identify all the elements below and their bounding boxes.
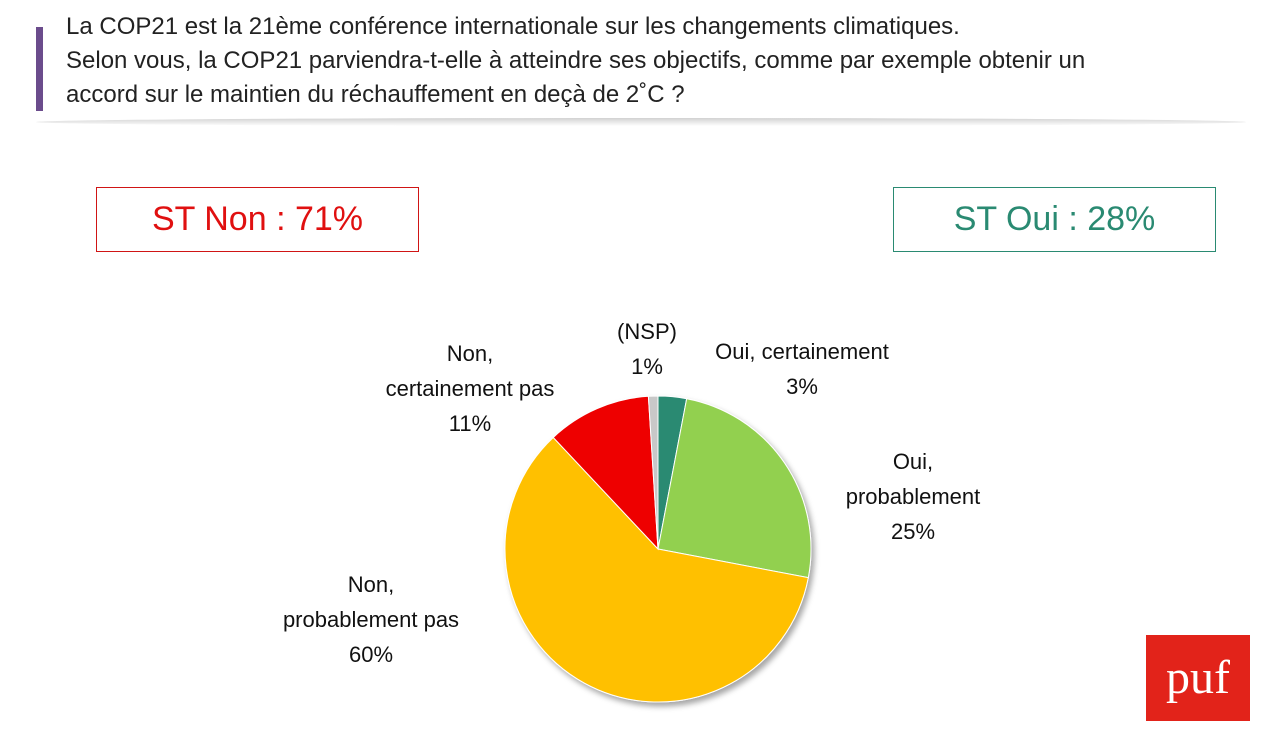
pie-label-oui-certainement: Oui, certainement 3% — [715, 334, 889, 404]
question-line-1: La COP21 est la 21ème conférence interna… — [66, 13, 960, 40]
pie-label-line: 3% — [786, 374, 818, 399]
pie-label-nsp: (NSP) 1% — [617, 314, 677, 384]
header-divider-shadow — [36, 118, 1246, 126]
pie-slice-oui-probablement — [657, 398, 812, 579]
pie-label-line: probablement pas — [282, 607, 460, 632]
pie-label-line: Oui, — [892, 449, 934, 474]
pie-label-non-probablement-pas: Non, probablement pas 60% — [283, 567, 459, 672]
pie-label-oui-probablement: Oui, probablement 25% — [846, 444, 981, 549]
summary-non-box: ST Non : 71% — [96, 187, 419, 252]
pie-slice-nsp — [647, 395, 659, 550]
pie-label-line: 1% — [631, 354, 663, 379]
pie-slice-non-probablement-pas — [504, 436, 809, 703]
pie-label-line: 60% — [348, 642, 394, 667]
pie-label-line: (NSP) — [617, 319, 677, 344]
summary-oui-box: ST Oui : 28% — [893, 187, 1216, 252]
pie-slice-non-certainement-pas — [552, 395, 659, 551]
pie-label-line: Non, — [446, 341, 494, 366]
question-accent-bar — [36, 27, 43, 111]
question-text: La COP21 est la 21ème conférence interna… — [66, 10, 1246, 112]
pie-label-line: Non, — [347, 572, 395, 597]
question-line-2: Selon vous, la COP21 parviendra-t-elle à… — [66, 47, 1086, 74]
pie-label-non-certainement-pas: Non, certainement pas 11% — [386, 336, 555, 441]
puf-logo: puf — [1146, 635, 1250, 721]
pie-label-line: Oui, certainement — [715, 339, 889, 364]
puf-logo-text: puf — [1166, 651, 1230, 704]
pie-label-line: certainement pas — [385, 376, 555, 401]
pie-label-line: 25% — [890, 519, 936, 544]
summary-non-label: ST Non : 71% — [151, 200, 364, 238]
pie-label-line: probablement — [845, 484, 981, 509]
pie-label-line: 11% — [448, 411, 492, 436]
question-line-3: accord sur le maintien du réchauffement … — [66, 81, 685, 108]
pie-slices — [504, 395, 812, 703]
summary-oui-label: ST Oui : 28% — [953, 200, 1156, 238]
